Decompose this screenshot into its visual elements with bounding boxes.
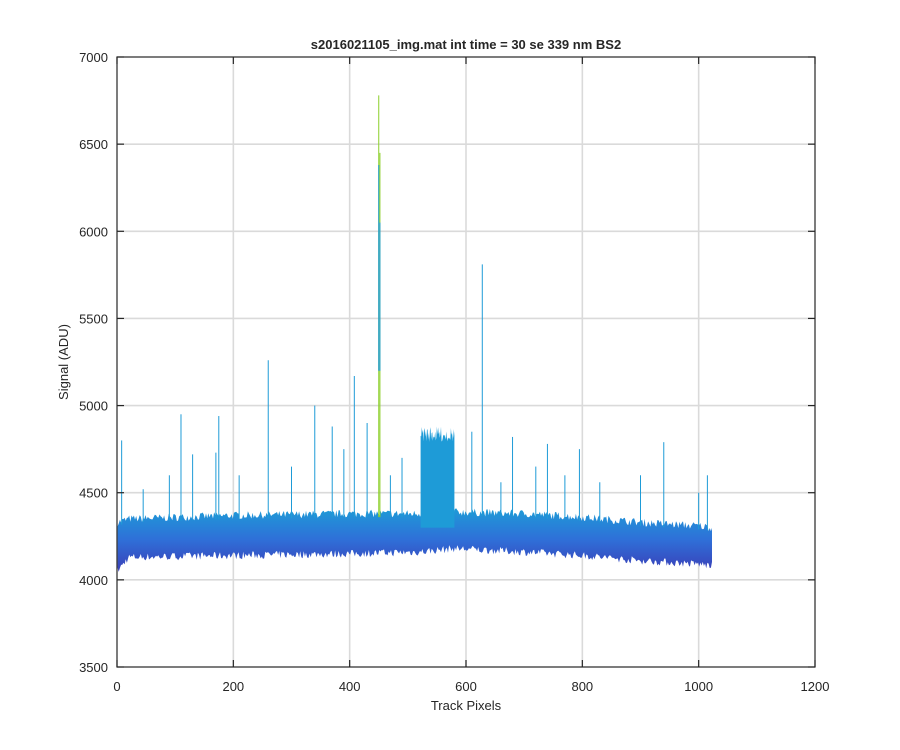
- x-tick-label: 1200: [801, 679, 830, 694]
- data-layer: [117, 95, 713, 572]
- x-tick-label: 200: [222, 679, 244, 694]
- x-tick-label: 1000: [684, 679, 713, 694]
- plot-area: 0 200 400 600 800 1000 1200 3500 4000 4500 5000 550…: [79, 50, 829, 694]
- y-tick-label: 3500: [79, 660, 108, 675]
- y-tick-label: 4000: [79, 573, 108, 588]
- y-tick-label: 6500: [79, 137, 108, 152]
- chart-title: s2016021105_img.mat int time = 30 se 339…: [311, 37, 621, 52]
- y-tick-label: 7000: [79, 50, 108, 65]
- y-tick-label: 4500: [79, 486, 108, 501]
- x-tick-label: 800: [571, 679, 593, 694]
- x-tick-label: 600: [455, 679, 477, 694]
- axes-layer: [116, 56, 816, 668]
- y-axis-label: Signal (ADU): [56, 324, 71, 400]
- x-tick-label: 400: [339, 679, 361, 694]
- x-axis-label: Track Pixels: [431, 698, 502, 713]
- plateau-region: [420, 426, 455, 528]
- y-tick-label: 6000: [79, 224, 108, 239]
- tick-label-layer: 0 200 400 600 800 1000 1200 3500 4000 4500 5000 550…: [79, 50, 829, 694]
- y-tick-label: 5000: [79, 399, 108, 414]
- signal-band: [117, 508, 713, 572]
- x-tick-label: 0: [113, 679, 120, 694]
- y-tick-label: 5500: [79, 311, 108, 326]
